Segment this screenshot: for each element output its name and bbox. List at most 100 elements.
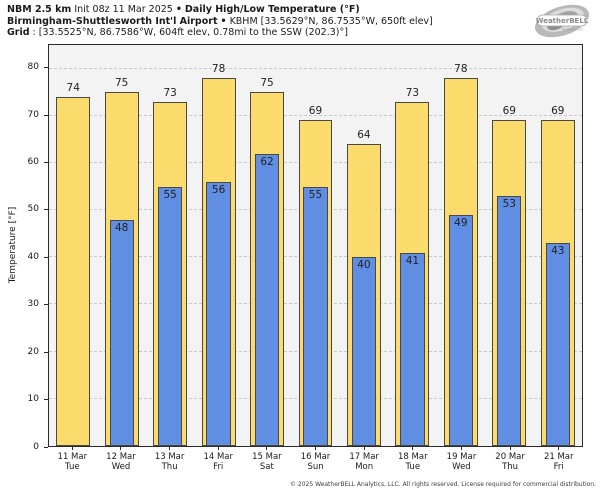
y-tick-mark (44, 67, 48, 69)
high-bar (56, 96, 91, 446)
y-tick-label: 0 (33, 441, 39, 452)
bar-group: 73 41 (388, 45, 436, 446)
x-tick-date: 12 Mar (106, 452, 136, 462)
x-tick-label: 18 Mar Tue (388, 447, 437, 472)
x-tick-mark (460, 447, 462, 450)
high-value-label: 78 (454, 63, 468, 76)
bar-group: 75 48 (97, 45, 145, 446)
x-tick-label: 16 Mar Sun (291, 447, 340, 472)
low-bar: 55 (303, 186, 328, 446)
y-tick-label: 70 (27, 109, 39, 120)
grid-coords: : [33.5525°N, 86.7586°W, 604ft elev, 0.7… (32, 27, 348, 38)
low-bar: 40 (351, 257, 377, 446)
x-tick-label: 19 Mar Wed (437, 447, 486, 472)
x-tick-day: Sat (259, 462, 274, 472)
x-tick-label: 17 Mar Mon (340, 447, 389, 472)
low-bar: 62 (254, 153, 280, 446)
chart-title: Daily High/Low Temperature (°F) (184, 4, 360, 15)
x-tick-mark (412, 447, 414, 450)
low-bar: 56 (206, 181, 231, 446)
low-value-label: 41 (405, 254, 420, 267)
x-tick-date: 11 Mar (57, 452, 88, 462)
y-tick-mark (44, 114, 48, 116)
bar-group: 78 56 (194, 45, 242, 446)
x-tick-mark (169, 447, 171, 450)
x-tick-date: 13 Mar (154, 452, 185, 462)
x-tick-day: Mon (355, 462, 374, 472)
y-tick-mark (44, 351, 48, 353)
y-tick-label: 40 (27, 251, 39, 262)
copyright-text: © 2025 WeatherBELL Analytics, LLC. All r… (290, 481, 596, 488)
x-tick-day: Fri (553, 462, 564, 472)
low-bar: 41 (400, 252, 425, 446)
separator-dot: • (175, 4, 182, 15)
x-tick-mark (217, 447, 219, 450)
x-tick-day: Sun (307, 462, 324, 472)
bar-group: 73 55 (146, 45, 194, 446)
header-line-1: NBM 2.5 km Init 08z 11 Mar 2025 • Daily Hig… (7, 4, 436, 16)
x-tick-label: 21 Mar Fri (534, 447, 583, 472)
high-value-label: 69 (308, 105, 323, 118)
x-tick-date: 17 Mar (349, 452, 379, 462)
gridline (49, 114, 582, 116)
y-tick-mark (44, 256, 48, 258)
x-tick-day: Wed (111, 462, 131, 472)
header-line-3: Grid: [33.5525°N, 86.7586°W, 604ft elev,… (7, 27, 436, 39)
x-tick-day: Thu (161, 462, 178, 472)
init-time: Init 08z 11 Mar 2025 (74, 4, 173, 15)
high-value-label: 73 (405, 86, 420, 99)
low-bar: 53 (497, 195, 522, 446)
low-value-label: 53 (502, 197, 516, 210)
x-tick-date: 19 Mar (446, 452, 477, 462)
high-value-label: 75 (114, 77, 129, 90)
x-tick-date: 14 Mar (203, 452, 234, 462)
low-bar: 43 (545, 243, 570, 446)
x-tick-date: 15 Mar (252, 452, 282, 462)
y-tick-label: 30 (27, 299, 39, 310)
bars-layer: 74 75 48 73 55 78 56 75 62 69 55 64 40 73 41 78 49 69 53 69… (49, 45, 582, 446)
bar-group: 69 43 (534, 45, 582, 446)
x-tick-date: 20 Mar (495, 452, 525, 462)
x-tick-mark (71, 447, 73, 450)
x-tick-mark (509, 447, 511, 450)
y-tick-mark (44, 446, 48, 448)
high-value-label: 69 (551, 105, 565, 118)
high-value-label: 78 (211, 63, 226, 76)
station-name: Birmingham-Shuttlesworth Int'l Airport (7, 15, 218, 27)
header-line-2: Birmingham-Shuttlesworth Int'l Airport • K… (7, 16, 436, 28)
x-tick-day: Tue (65, 462, 80, 472)
x-tick-date: 21 Mar (543, 452, 574, 462)
x-tick-day: Thu (502, 462, 519, 472)
low-bar: 55 (158, 186, 183, 446)
y-tick-label: 80 (27, 62, 39, 73)
x-axis: 11 Mar Tue 12 Mar Wed 13 Mar Thu 14 Mar Fri 15 M… (48, 447, 583, 472)
x-tick-mark (120, 447, 122, 450)
y-tick-label: 50 (27, 204, 39, 215)
low-bar: 48 (109, 219, 134, 446)
high-value-label: 75 (260, 77, 274, 90)
high-value-label: 73 (163, 86, 177, 99)
high-value-label: 69 (502, 105, 516, 118)
low-value-label: 56 (211, 183, 226, 196)
high-value-label: 64 (357, 129, 371, 142)
model-name: NBM 2.5 km (7, 4, 72, 15)
y-tick-mark (44, 162, 48, 164)
high-value-label: 74 (66, 81, 80, 94)
x-tick-mark (266, 447, 268, 450)
x-tick-day: Wed (452, 462, 471, 472)
y-tick-label: 60 (27, 157, 39, 168)
low-value-label: 55 (163, 188, 177, 201)
x-tick-day: Tue (405, 462, 421, 472)
y-axis: 0 10 20 30 40 50 60 70 80 (0, 44, 48, 452)
x-tick-label: 14 Mar Fri (194, 447, 243, 472)
x-tick-label: 13 Mar Thu (145, 447, 194, 472)
bar-group: 69 53 (485, 45, 533, 446)
station-coords: KBHM [33.5629°N, 86.7535°W, 650ft elev] (229, 15, 433, 27)
y-tick-label: 20 (27, 346, 39, 357)
low-bar: 49 (448, 214, 473, 446)
bar-group: 64 40 (340, 45, 388, 446)
x-tick-mark (363, 447, 365, 450)
x-tick-mark (315, 447, 317, 450)
y-tick-mark (44, 399, 48, 401)
low-value-label: 48 (114, 221, 129, 234)
